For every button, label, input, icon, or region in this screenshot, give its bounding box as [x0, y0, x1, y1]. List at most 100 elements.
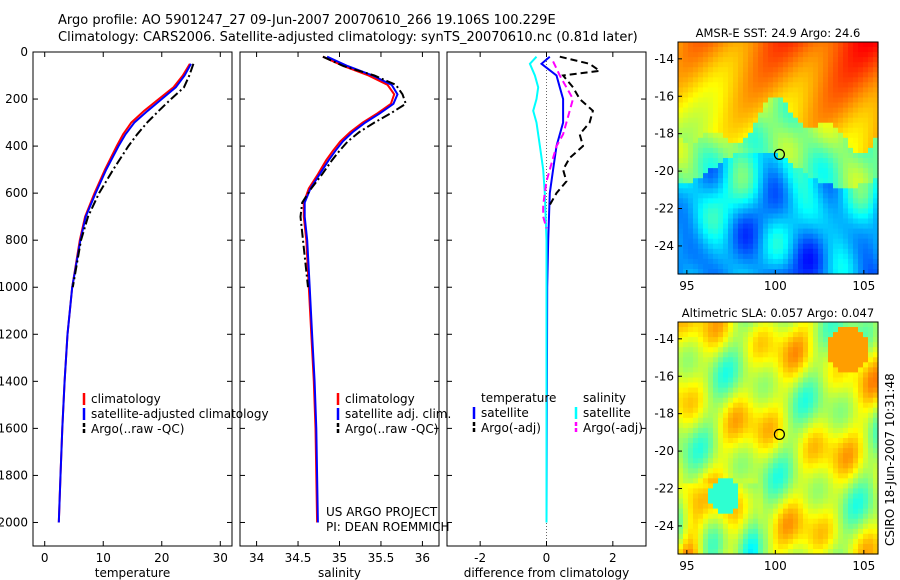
- map-cell: [833, 137, 839, 144]
- map-cell: [728, 528, 734, 535]
- map-cell: [843, 269, 849, 275]
- map-cell: [813, 518, 819, 525]
- map-cell: [693, 488, 699, 494]
- map-cell: [753, 238, 759, 245]
- map-cell: [748, 243, 754, 250]
- map-cell: [698, 188, 704, 194]
- map-cell: [828, 332, 834, 338]
- map-cell: [743, 357, 749, 363]
- map-cell: [728, 122, 734, 129]
- map-cell: [758, 132, 764, 139]
- map-cell: [853, 238, 859, 245]
- map-cell: [813, 158, 819, 164]
- map-cell: [813, 549, 819, 555]
- map-cell: [803, 102, 809, 109]
- map-cell: [678, 42, 684, 48]
- map-cell: [793, 253, 799, 260]
- map-cell: [793, 243, 799, 250]
- map-cell: [778, 488, 784, 494]
- map-cell: [723, 137, 729, 144]
- map-cell: [863, 168, 869, 174]
- map-y-tick-label: -24: [654, 239, 674, 253]
- map-cell: [753, 377, 759, 384]
- map-cell: [738, 42, 744, 48]
- map-cell: [718, 163, 724, 169]
- map-cell: [868, 163, 874, 169]
- map-cell: [768, 407, 774, 414]
- map-cell: [783, 57, 789, 63]
- map-cell: [733, 92, 739, 98]
- map-cell: [748, 538, 754, 545]
- map-cell: [763, 158, 769, 164]
- map-cell: [748, 233, 754, 240]
- map-cell: [693, 508, 699, 515]
- map-cell: [703, 483, 709, 489]
- map-cell: [818, 132, 824, 139]
- map-cell: [768, 327, 774, 333]
- map-cell: [753, 322, 759, 328]
- map-cell: [693, 269, 699, 275]
- map-cell: [753, 367, 759, 373]
- map-cell: [858, 382, 864, 389]
- map-cell: [823, 352, 829, 358]
- map-cell: [723, 253, 729, 260]
- map-cell: [748, 163, 754, 169]
- map-cell: [708, 269, 714, 275]
- map-cell: [723, 233, 729, 240]
- map-cell: [843, 218, 849, 225]
- map-cell: [838, 523, 844, 530]
- map-cell: [858, 427, 864, 434]
- map-cell: [873, 362, 879, 368]
- map-cell: [683, 213, 689, 220]
- map-cell: [738, 137, 744, 144]
- map-cell: [778, 337, 784, 343]
- map-cell: [783, 67, 789, 73]
- map-cell: [743, 153, 749, 159]
- map-cell: [783, 193, 789, 199]
- map-cell: [833, 92, 839, 98]
- map-cell: [758, 322, 764, 328]
- x-tick-label: 0: [41, 551, 49, 565]
- map-cell: [818, 402, 824, 409]
- map-cell: [823, 253, 829, 260]
- map-cell: [768, 112, 774, 119]
- map-cell: [748, 183, 754, 189]
- map-cell: [808, 238, 814, 245]
- map-cell: [858, 87, 864, 93]
- map-cell: [768, 337, 774, 343]
- map-cell: [758, 402, 764, 409]
- map-cell: [813, 87, 819, 93]
- map-cell: [763, 92, 769, 98]
- map-cell: [738, 458, 744, 464]
- map-cell: [828, 538, 834, 545]
- map-cell: [868, 528, 874, 535]
- map-cell: [853, 342, 859, 348]
- map-cell: [698, 523, 704, 530]
- map-cell: [868, 248, 874, 255]
- map-cell: [698, 153, 704, 159]
- map-cell: [798, 238, 804, 245]
- map-cell: [738, 57, 744, 63]
- panel-frame: [239, 51, 440, 547]
- map-cell: [688, 523, 694, 530]
- map-cell: [738, 233, 744, 240]
- map-cell: [818, 248, 824, 255]
- map-cell: [813, 142, 819, 149]
- map-cell: [773, 57, 779, 63]
- map-cell: [818, 453, 824, 459]
- map-cell: [823, 147, 829, 154]
- map-cell: [848, 518, 854, 525]
- map-cell: [708, 503, 714, 510]
- map-cell: [848, 47, 854, 53]
- map-cell: [763, 322, 769, 328]
- map-cell: [723, 498, 729, 505]
- map-cell: [813, 453, 819, 459]
- map-cell: [718, 57, 724, 63]
- map-cell: [868, 523, 874, 530]
- map-cell: [788, 332, 794, 338]
- map-cell: [828, 253, 834, 260]
- map-cell: [708, 72, 714, 78]
- map-cell: [793, 458, 799, 464]
- map-cell: [753, 142, 759, 149]
- map-cell: [863, 97, 869, 104]
